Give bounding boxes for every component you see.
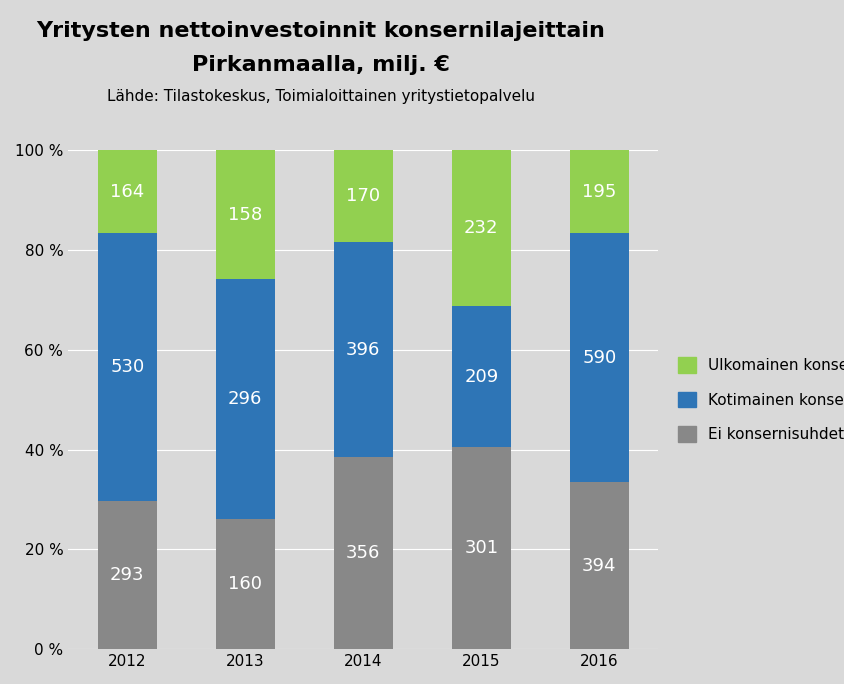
Text: Lähde: Tilastokeskus, Toimialoittainen yritystietopalvelu: Lähde: Tilastokeskus, Toimialoittainen y… — [106, 89, 535, 104]
Text: Yritysten nettoinvestoinnit konsernilajeittain: Yritysten nettoinvestoinnit konsernilaje… — [36, 21, 605, 40]
Text: 209: 209 — [464, 367, 499, 386]
Text: 195: 195 — [582, 183, 616, 200]
Bar — [216, 279, 275, 519]
Bar — [98, 150, 157, 233]
Text: 296: 296 — [228, 390, 262, 408]
Text: 158: 158 — [228, 206, 262, 224]
Legend: Ulkomainen konserni, Kotimainen konserni, Ei konsernisuhdetta: Ulkomainen konserni, Kotimainen konserni… — [678, 358, 844, 442]
Bar — [570, 150, 629, 233]
Text: 170: 170 — [346, 187, 381, 205]
Text: Pirkanmaalla, milj. €: Pirkanmaalla, milj. € — [192, 55, 450, 75]
Text: 356: 356 — [346, 544, 381, 562]
Bar — [452, 447, 511, 649]
Text: 164: 164 — [110, 183, 144, 201]
Bar — [333, 457, 392, 649]
Text: 293: 293 — [110, 566, 144, 584]
Bar — [570, 482, 629, 649]
Bar — [98, 501, 157, 649]
Text: 301: 301 — [464, 539, 498, 557]
Bar — [570, 233, 629, 482]
Text: 530: 530 — [110, 358, 144, 376]
Text: 590: 590 — [582, 349, 616, 367]
Bar — [452, 306, 511, 447]
Text: 232: 232 — [464, 220, 499, 237]
Bar — [216, 519, 275, 649]
Bar — [452, 150, 511, 306]
Bar — [216, 150, 275, 279]
Text: 396: 396 — [346, 341, 381, 358]
Bar — [98, 233, 157, 501]
Bar — [333, 242, 392, 457]
Bar — [333, 150, 392, 242]
Text: 394: 394 — [582, 557, 617, 575]
Text: 160: 160 — [228, 575, 262, 593]
